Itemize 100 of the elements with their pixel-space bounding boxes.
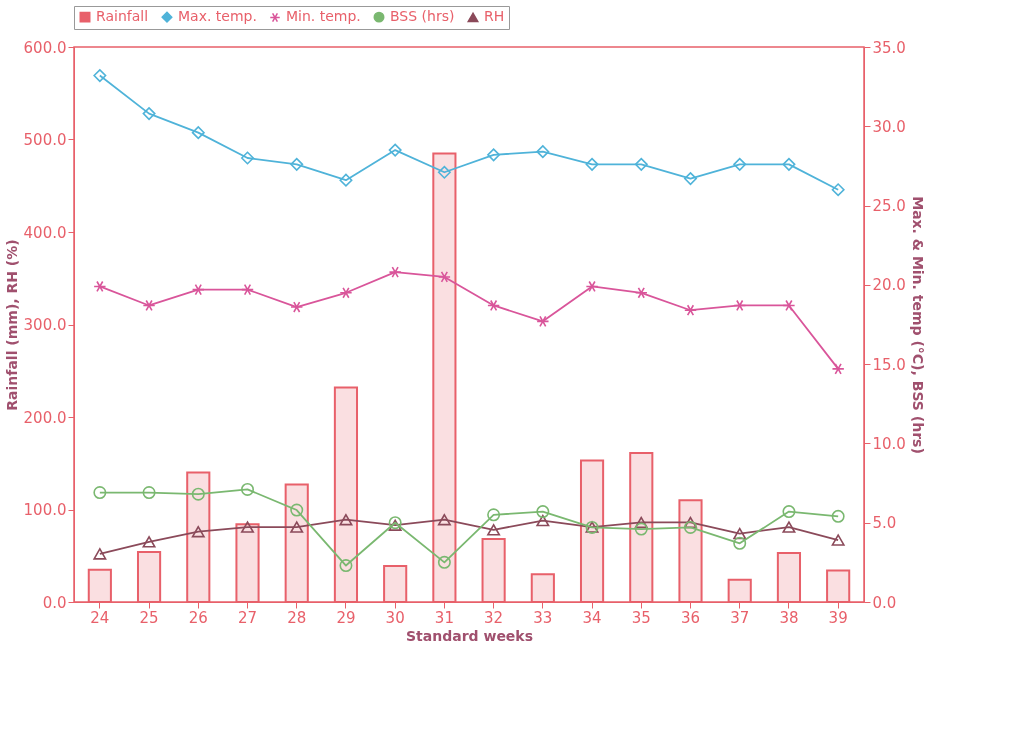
point: [536, 315, 550, 328]
point: [191, 126, 205, 140]
bar: [235, 523, 260, 603]
point: [831, 509, 845, 523]
y2-tick-label: 15.0: [872, 355, 906, 374]
y-tick-label: 100.0: [23, 501, 67, 519]
point: [536, 505, 550, 519]
point: [142, 486, 156, 500]
point: [683, 516, 697, 529]
bar: [432, 152, 457, 603]
bar: [629, 452, 654, 603]
x-tick-label: 36: [680, 608, 701, 627]
legend-label: Max. temp.: [178, 8, 257, 25]
legend-label: RH: [484, 8, 505, 25]
point: [536, 145, 550, 159]
point: [339, 559, 353, 573]
point: [191, 283, 205, 296]
point: [93, 548, 107, 560]
y-axis-title: Rainfall (mm), RH (%): [3, 239, 20, 411]
point: [634, 522, 648, 536]
point: [733, 299, 747, 312]
y-tick-label: 400.0: [23, 223, 67, 242]
point: [782, 521, 796, 533]
point: [437, 513, 451, 526]
point: [634, 157, 648, 171]
point: [733, 527, 747, 540]
point: [290, 157, 304, 171]
point: [487, 508, 501, 522]
point: [142, 536, 156, 548]
point: [191, 487, 205, 501]
point: [831, 183, 845, 197]
point: [290, 301, 304, 313]
bar: [87, 568, 112, 603]
point: [634, 287, 648, 299]
x-tick-label: 32: [484, 608, 504, 627]
bar: [136, 551, 162, 603]
bar: [186, 471, 211, 603]
point: [93, 280, 107, 293]
point: [241, 521, 255, 533]
y-tick-label: 600.0: [23, 38, 67, 57]
bar: [333, 386, 359, 603]
y2-tick-label: 35.0: [872, 38, 906, 57]
x-tick-label: 29: [336, 608, 356, 627]
bar: [579, 459, 605, 603]
y-tick-label: 0.0: [42, 593, 67, 612]
point: [683, 304, 697, 316]
y2-axis-title: Max. & Min. temp (°C), BSS (hrs): [909, 196, 926, 454]
x-tick-label: 27: [237, 608, 258, 627]
point: [290, 521, 304, 533]
point: [733, 536, 747, 550]
point: [683, 520, 697, 534]
bar: [481, 538, 506, 603]
x-tick-label: 30: [385, 608, 405, 627]
point: [241, 151, 255, 165]
point: [241, 482, 255, 496]
legend-label: BSS (hrs): [390, 8, 455, 25]
point: [339, 287, 353, 299]
bar: [826, 569, 851, 603]
point: [683, 172, 697, 186]
point: [191, 525, 205, 538]
x-tick-label: 31: [434, 608, 454, 627]
point: [339, 513, 353, 526]
y2-tick-label: 20.0: [872, 276, 906, 295]
point: [437, 165, 451, 179]
point: [142, 107, 156, 121]
x-tick-label: 25: [139, 608, 159, 627]
y-tick-label: 500.0: [23, 131, 67, 149]
x-tick-label: 37: [730, 608, 750, 627]
x-axis-title: Standard weeks: [405, 627, 534, 644]
y2-tick-label: 0.0: [872, 593, 897, 612]
point: [93, 486, 107, 500]
x-tick-label: 39: [828, 608, 848, 627]
point: [634, 516, 648, 529]
x-tick-label: 34: [582, 608, 602, 627]
point: [782, 157, 796, 171]
bar: [383, 564, 408, 603]
point: [437, 271, 451, 283]
y2-tick-label: 30.0: [872, 117, 906, 136]
point: [487, 148, 501, 162]
point: [142, 299, 156, 312]
point: [388, 266, 402, 278]
x-tick-label: 38: [779, 608, 799, 627]
point: [241, 283, 255, 296]
point: [388, 143, 402, 157]
bar: [727, 578, 752, 603]
point: [585, 280, 599, 293]
point: [487, 524, 501, 536]
point: [487, 299, 501, 312]
y2-tick-label: 10.0: [872, 434, 906, 453]
x-tick-label: 26: [188, 608, 208, 627]
point: [782, 505, 796, 519]
point: [93, 69, 107, 83]
point: [585, 157, 599, 171]
bar: [530, 573, 555, 603]
point: [733, 157, 747, 171]
x-tick-label: 28: [287, 608, 307, 627]
legend-label: Min. temp.: [286, 8, 361, 25]
point: [437, 555, 451, 569]
x-tick-label: 33: [533, 608, 553, 627]
point: [831, 363, 845, 375]
